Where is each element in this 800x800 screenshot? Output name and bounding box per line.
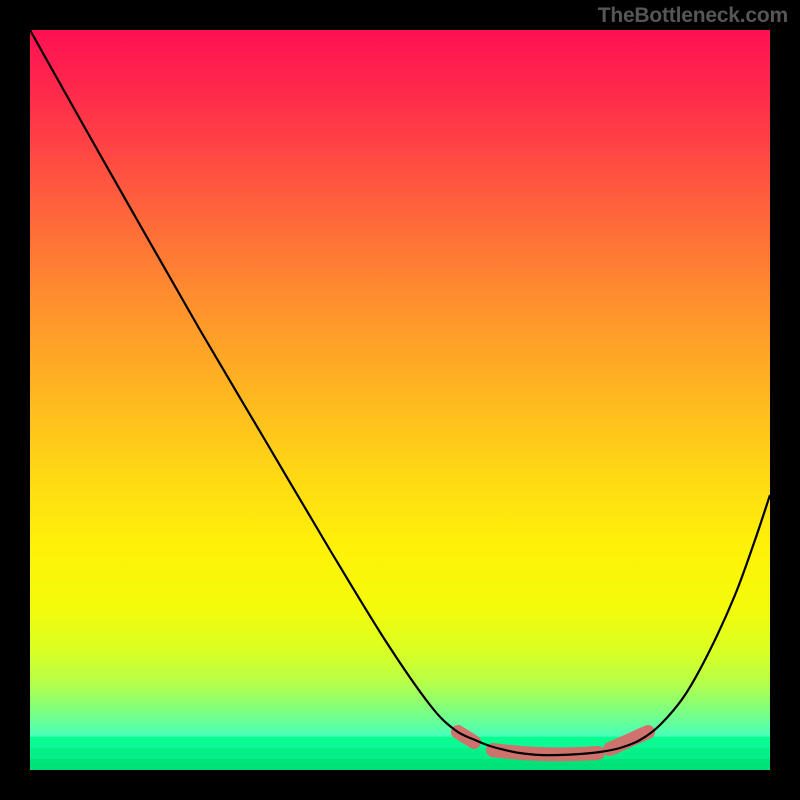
plot-area: [30, 30, 770, 770]
main-curve: [30, 30, 770, 755]
watermark-text: TheBottleneck.com: [598, 4, 788, 28]
chart-container: TheBottleneck.com: [0, 0, 800, 800]
curve-layer: [30, 30, 770, 770]
highlight-band: [458, 732, 648, 754]
